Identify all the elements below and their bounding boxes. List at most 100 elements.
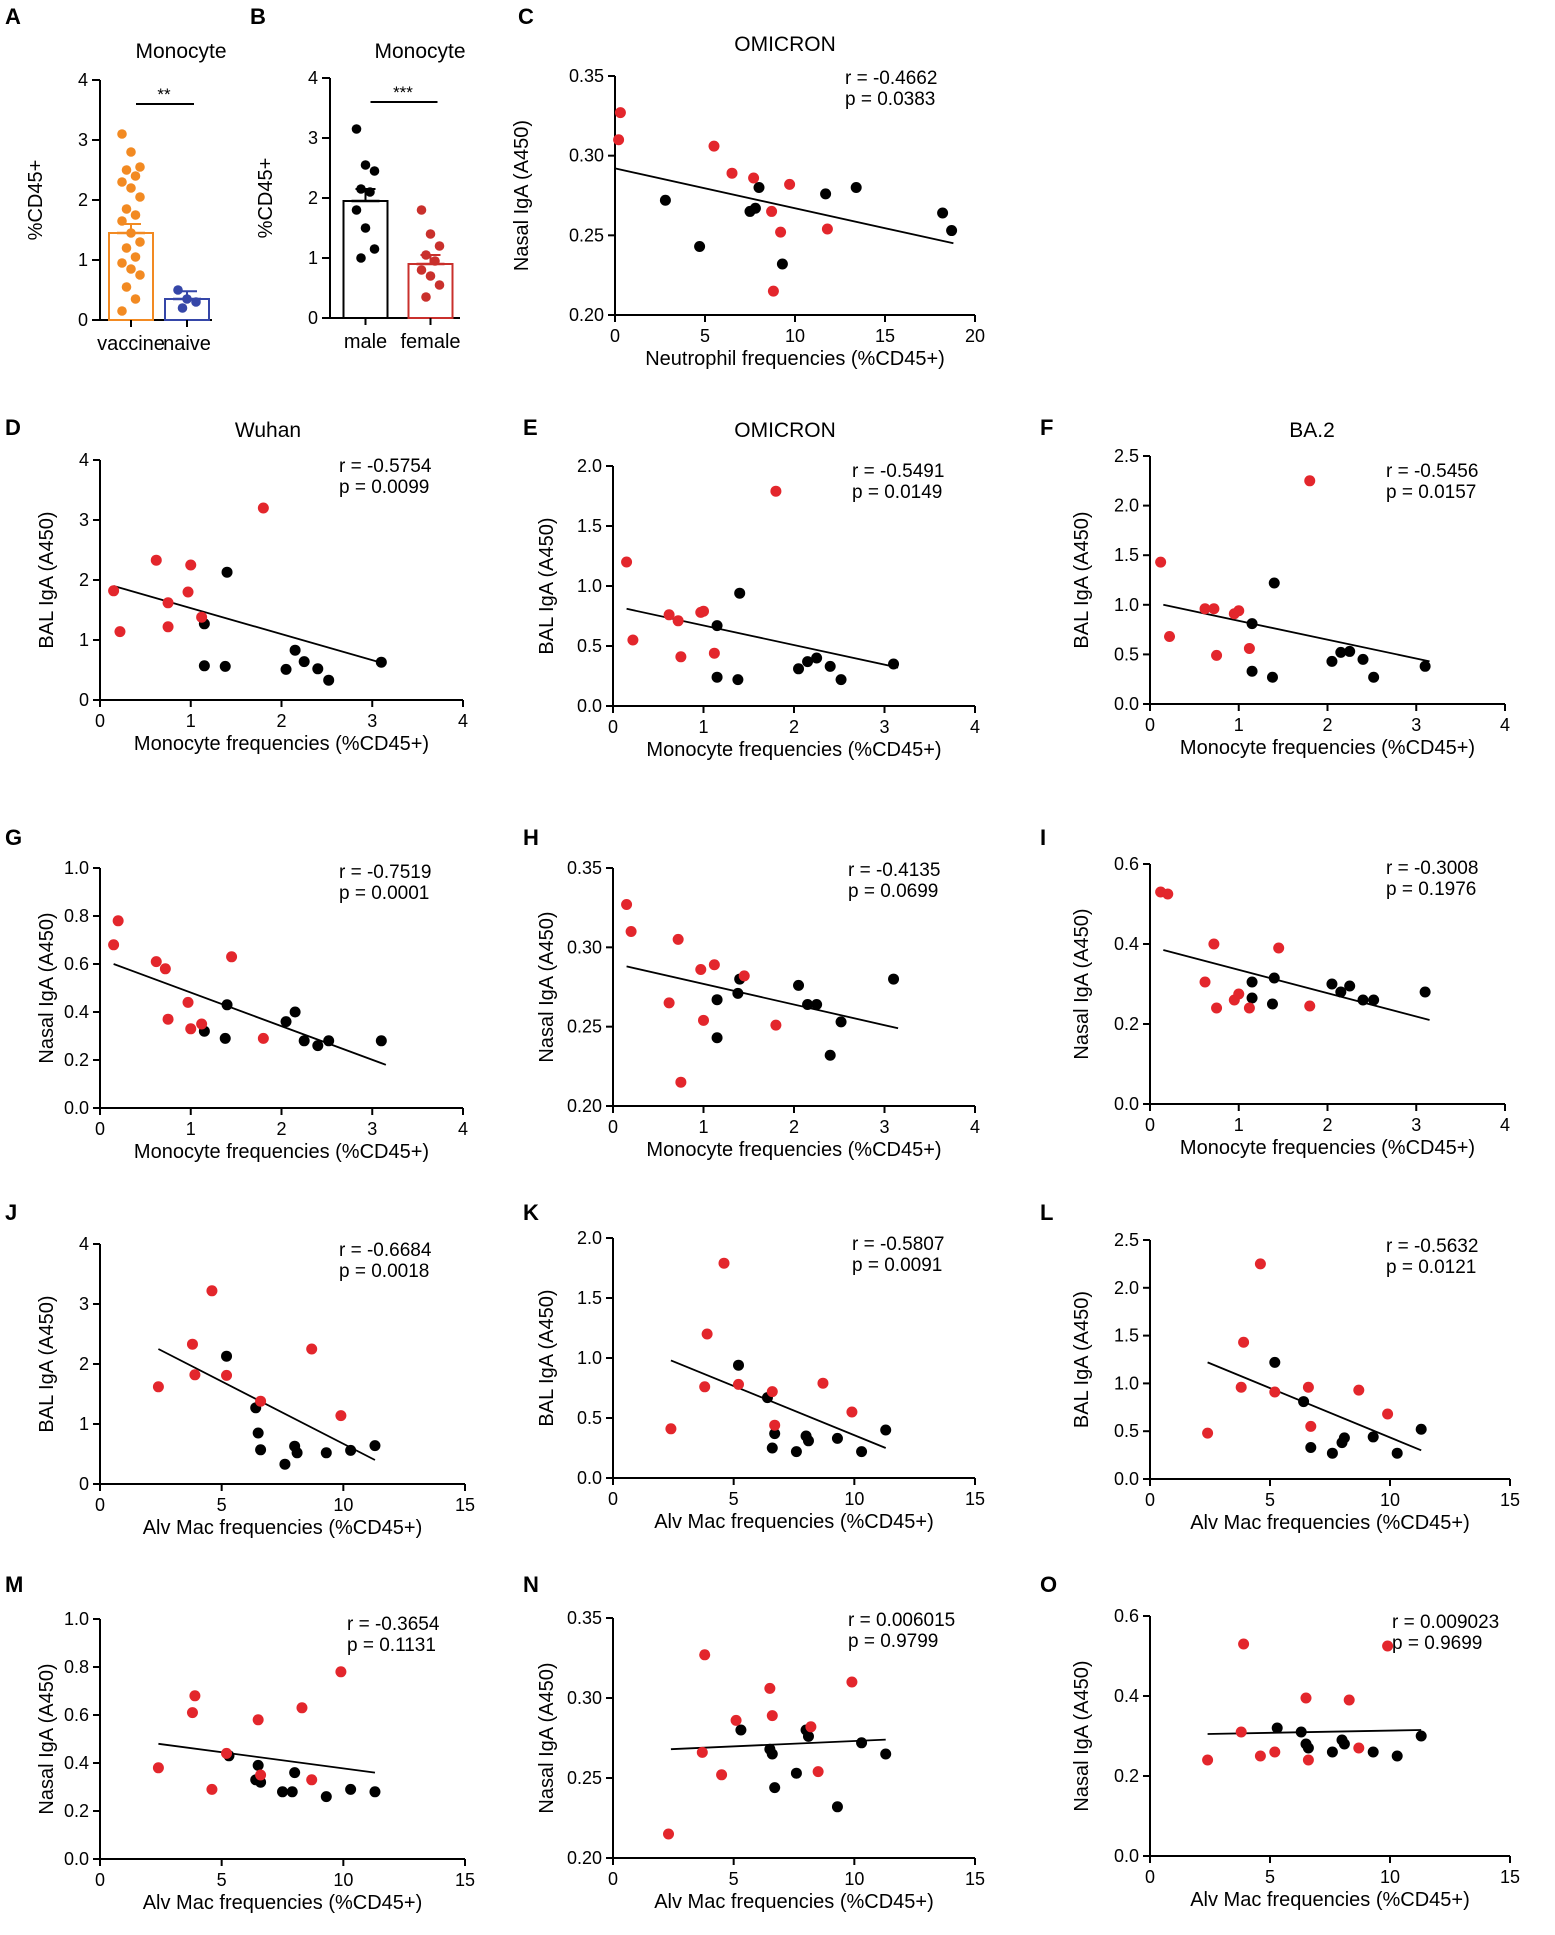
p-value: p = 0.0149 xyxy=(852,482,942,503)
data-point-black xyxy=(312,663,324,675)
regression-line xyxy=(626,965,899,1030)
y-tick-label: 0.0 xyxy=(1114,1094,1139,1114)
x-tick-label: 10 xyxy=(844,1489,864,1509)
data-point xyxy=(425,229,436,239)
data-point-red xyxy=(767,285,779,297)
data-point-black xyxy=(856,1737,868,1749)
x-tick-label: 10 xyxy=(785,326,805,346)
x-tick-label: 0 xyxy=(95,1495,105,1515)
data-point-black xyxy=(1367,1431,1379,1443)
panel-letter: E xyxy=(523,415,538,440)
data-point-black xyxy=(345,1444,357,1456)
y-tick-label: 4 xyxy=(79,1234,89,1254)
x-axis-label: Monocyte frequencies (%CD45+) xyxy=(134,733,429,755)
p-value: p = 0.9699 xyxy=(1392,1633,1482,1654)
r-value: r = -0.4135 xyxy=(848,860,940,881)
x-tick-label: 0 xyxy=(608,1117,618,1137)
data-point-black xyxy=(732,674,744,686)
data-point-black xyxy=(659,194,671,206)
panel-letter: M xyxy=(5,1572,23,1597)
data-point-black xyxy=(802,1730,814,1742)
y-tick-label: 1 xyxy=(79,630,89,650)
data-point-black xyxy=(856,1446,868,1458)
data-point-red xyxy=(182,996,194,1008)
data-point-black xyxy=(1326,1447,1338,1459)
y-tick-label: 0.20 xyxy=(567,1848,602,1868)
data-point-red xyxy=(708,647,720,659)
panel-title: Monocyte xyxy=(374,40,465,63)
panel-j: J 0 5 10 15 0 1 2 3 4 Alv Mac frequencies (%CD45+)… xyxy=(5,1200,475,1539)
y-axis-label: Nasal IgA (A450) xyxy=(36,912,58,1063)
y-axis-label: BAL IgA (A450) xyxy=(1071,1291,1093,1428)
y-tick-label: 0.4 xyxy=(1114,934,1139,954)
data-point-red xyxy=(770,485,782,497)
data-point-black xyxy=(946,225,958,237)
x-tick-label: 5 xyxy=(1265,1490,1275,1510)
x-axis-label: Monocyte frequencies (%CD45+) xyxy=(1180,737,1475,759)
data-point xyxy=(117,258,127,268)
data-point-red xyxy=(185,1023,197,1035)
data-point-black xyxy=(1368,994,1380,1006)
data-point-red xyxy=(257,1032,269,1044)
bar-vaccine xyxy=(108,232,154,321)
data-point-red xyxy=(695,964,707,976)
data-point-black xyxy=(252,1759,264,1771)
data-point-red xyxy=(1353,1742,1365,1754)
data-point-red xyxy=(1304,1000,1316,1012)
data-point xyxy=(360,160,371,170)
data-point-black xyxy=(279,1458,291,1470)
data-point-red xyxy=(108,585,120,597)
y-tick-label: 4 xyxy=(78,70,88,90)
regression-line xyxy=(158,1742,376,1774)
data-point-black xyxy=(286,1786,298,1798)
y-tick-label: 0.5 xyxy=(577,636,602,656)
data-point-red xyxy=(1238,1638,1250,1650)
data-point-red xyxy=(701,1328,713,1340)
data-point-black xyxy=(831,1432,843,1444)
data-point-black xyxy=(280,663,292,675)
y-axis-label: Nasal IgA (A450) xyxy=(36,1663,58,1814)
data-point-black xyxy=(1246,976,1258,988)
data-point-red xyxy=(663,1828,675,1840)
y-tick-label: 0.25 xyxy=(567,1768,602,1788)
p-value: p = 0.1976 xyxy=(1386,879,1476,900)
y-tick-label: 1.0 xyxy=(577,576,602,596)
y-tick-label: 1 xyxy=(79,1414,89,1434)
p-value: p = 0.1131 xyxy=(347,1635,436,1656)
x-tick-label: 5 xyxy=(700,326,710,346)
data-point-red xyxy=(738,970,750,982)
data-point xyxy=(351,124,362,134)
data-point-red xyxy=(732,1378,744,1390)
data-point-red xyxy=(152,1762,164,1774)
panel-l: L 0 5 10 15 0.0 0.5 1.0 1.5 2.0 2.5 Alv Mac frequen… xyxy=(1040,1200,1520,1534)
y-tick-label: 0.25 xyxy=(567,1017,602,1037)
y-axis-label: BAL IgA (A450) xyxy=(36,511,58,648)
y-axis-label: Nasal IgA (A450) xyxy=(1071,1660,1093,1811)
x-tick-label: 0 xyxy=(1145,715,1155,735)
data-point-black xyxy=(753,182,765,194)
data-point-black xyxy=(811,998,823,1010)
regression-line xyxy=(157,1348,376,1461)
data-point xyxy=(434,280,445,290)
data-point-red xyxy=(766,1386,778,1398)
data-point xyxy=(173,285,183,295)
data-point-black xyxy=(221,566,233,578)
x-tick-label: 3 xyxy=(367,711,377,731)
data-point-red xyxy=(255,1395,267,1407)
x-tick-label: 0 xyxy=(608,1869,618,1889)
r-value: r = -0.3008 xyxy=(1386,858,1478,879)
data-point-black xyxy=(711,671,723,683)
data-point xyxy=(130,294,141,304)
data-point xyxy=(191,297,201,307)
data-point-black xyxy=(323,1035,335,1047)
data-point xyxy=(360,223,371,233)
regression-line xyxy=(670,1359,887,1449)
x-tick-label: 0 xyxy=(1145,1867,1155,1887)
data-point-red xyxy=(672,615,684,627)
data-point-red xyxy=(775,226,787,238)
data-point-black xyxy=(298,1035,310,1047)
y-tick-label: 0.20 xyxy=(567,1096,602,1116)
data-point-red xyxy=(1199,976,1211,988)
data-point-black xyxy=(277,1786,288,1798)
